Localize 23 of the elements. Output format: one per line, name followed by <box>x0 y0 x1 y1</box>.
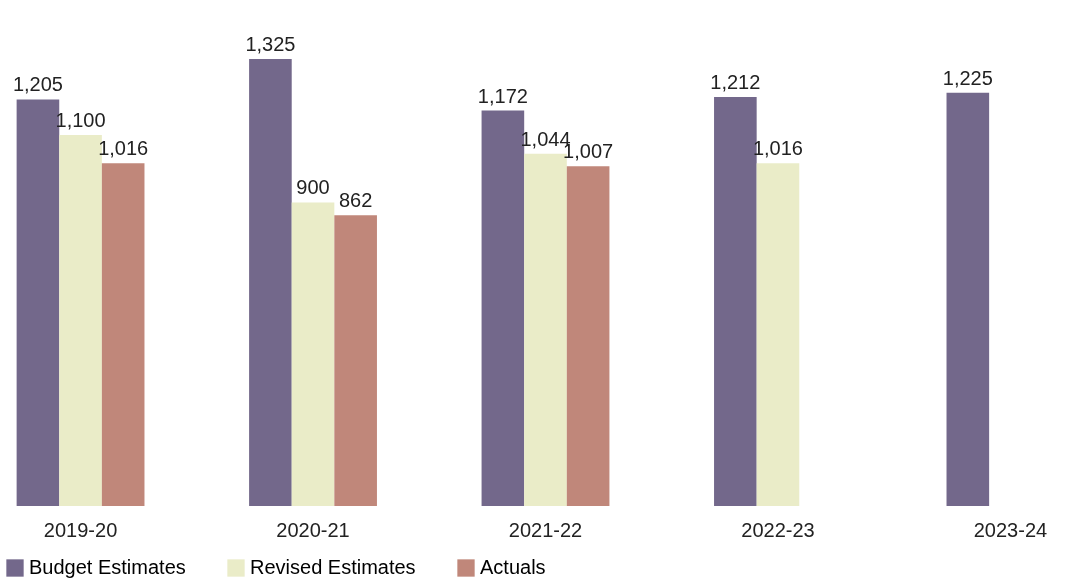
bar <box>946 92 990 506</box>
bar <box>101 163 145 506</box>
data-label: 1,325 <box>245 33 296 55</box>
bar <box>756 163 800 506</box>
data-label: 862 <box>338 189 373 212</box>
legend-label: Actuals <box>480 556 546 578</box>
bar <box>566 166 610 506</box>
legend-label: Budget Estimates <box>29 556 186 578</box>
x-tick-label: 2023-24 <box>973 518 1048 541</box>
data-label: 1,172 <box>477 84 528 107</box>
x-tick-label: 2020-21 <box>276 518 350 541</box>
data-label: 900 <box>296 176 330 199</box>
bar <box>249 59 292 506</box>
data-label: 1,225 <box>942 66 993 89</box>
bar <box>291 202 335 506</box>
x-tick-label: 2021-22 <box>508 518 583 541</box>
legend-label: Revised Estimates <box>250 556 416 578</box>
x-tick-label: 2019-20 <box>43 518 118 541</box>
data-label: 1,205 <box>12 73 63 96</box>
data-label: 1,212 <box>710 71 761 94</box>
x-tick-label: 2022-23 <box>741 518 815 541</box>
bar <box>334 215 377 506</box>
data-label: 1,016 <box>98 137 149 160</box>
